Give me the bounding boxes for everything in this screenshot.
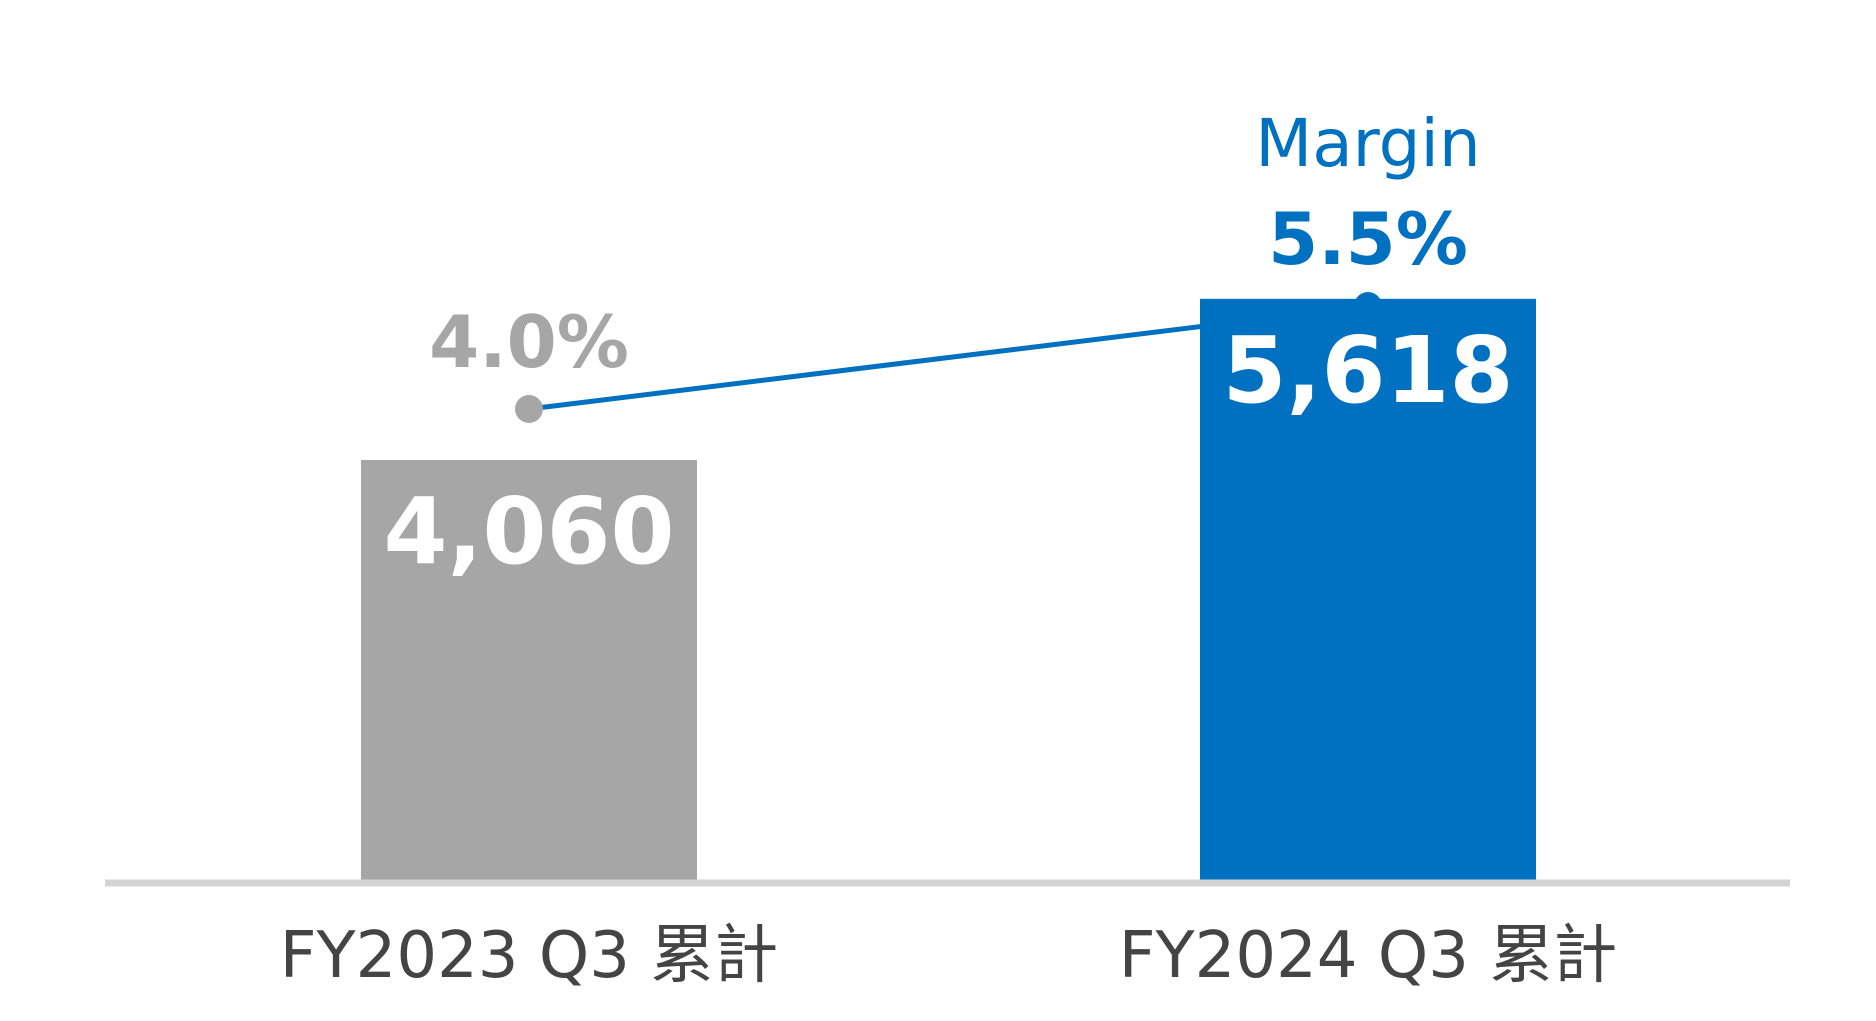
- labels-layer: 4,060 FY2023 Q3 累計 5,618 FY2024 Q3 累計 4.0% 5.…: [280, 105, 1618, 993]
- margin-point-2: [1354, 292, 1382, 320]
- margin-line: [528, 303, 1369, 412]
- margin-series-label: Margin: [1255, 105, 1480, 182]
- bar-1: [361, 460, 697, 880]
- bar-2: [1200, 298, 1536, 880]
- margin-line-layer: [515, 292, 1382, 423]
- margin-value-label-1: 4.0%: [429, 300, 629, 384]
- bar-value-label-2: 5,618: [1222, 317, 1513, 424]
- category-label-2: FY2024 Q3 累計: [1119, 919, 1618, 993]
- margin-value-label-2: 5.5%: [1268, 197, 1468, 281]
- margin-point-1: [515, 395, 543, 423]
- bar-value-label-1: 4,060: [383, 478, 674, 585]
- bars-layer: [361, 298, 1536, 880]
- category-label-1: FY2023 Q3 累計: [280, 919, 779, 993]
